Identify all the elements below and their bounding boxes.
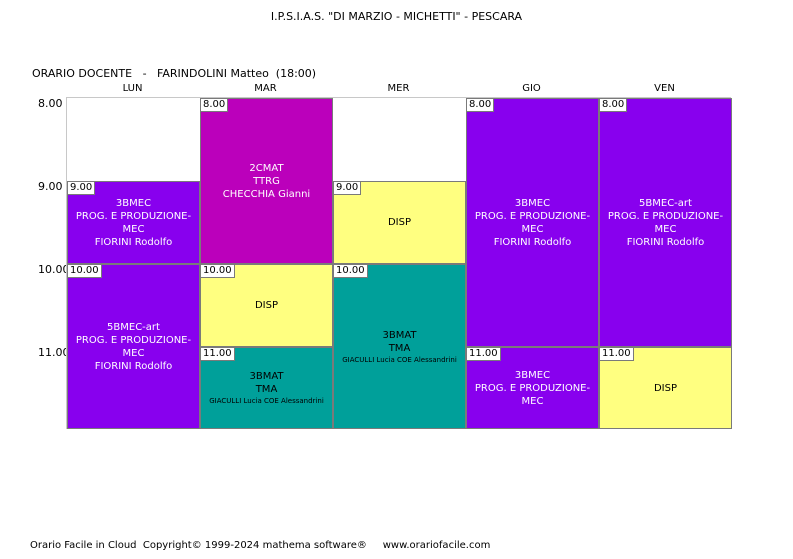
cell-start-time: 11.00 — [201, 348, 235, 361]
lesson-cell-mer-9: 9.00 DISP — [333, 181, 466, 264]
cell-teacher: GIACULLI Lucia COE Alessandrini — [342, 355, 457, 364]
cell-class: 3BMEC — [514, 369, 551, 381]
cell-class: 5BMEC-art — [639, 197, 692, 209]
time-label-9: 9.00 — [38, 180, 63, 193]
lesson-cell-gio-11: 11.00 3BMEC PROG. E PRODUZIONE-MEC — [466, 347, 599, 429]
cell-teacher: FIORINI Rodolfo — [94, 236, 173, 248]
cell-start-time: 11.00 — [467, 348, 501, 361]
cell-subject: PROG. E PRODUZIONE-MEC — [607, 210, 724, 235]
day-label-mar: MAR — [254, 83, 277, 94]
cell-start-time: 8.00 — [600, 99, 628, 112]
cell-teacher: FIORINI Rodolfo — [94, 360, 173, 372]
cell-subject: PROG. E PRODUZIONE-MEC — [474, 382, 591, 407]
cell-teacher: GIACULLI Lucia COE Alessandrini — [209, 397, 324, 405]
cell-class: 5BMEC-art — [107, 321, 160, 333]
cell-subject: TMA — [388, 342, 411, 354]
cell-teacher: FIORINI Rodolfo — [493, 236, 572, 248]
lesson-cell-mar-10: 10.00 DISP — [200, 264, 333, 347]
day-label-lun: LUN — [122, 83, 143, 94]
time-label-10: 10.00 — [38, 263, 70, 276]
cell-subject: TTRG — [253, 175, 280, 187]
cell-start-time: 8.00 — [467, 99, 495, 112]
cell-start-time: 10.00 — [68, 265, 102, 278]
cell-teacher: FIORINI Rodolfo — [626, 236, 705, 248]
teacher-line: ORARIO DOCENTE - FARINDOLINI Matteo (18:… — [32, 67, 317, 80]
day-label-mer: MER — [387, 83, 410, 94]
lesson-cell-ven-8: 8.00 5BMEC-art PROG. E PRODUZIONE-MEC FI… — [599, 98, 732, 347]
schedule-grid: 9.00 3BMEC PROG. E PRODUZIONE-MEC FIORIN… — [66, 97, 732, 429]
cell-subject: PROG. E PRODUZIONE-MEC — [474, 210, 591, 235]
footer-copyright: Orario Facile in Cloud Copyright© 1999-2… — [30, 540, 491, 551]
cell-class: DISP — [254, 300, 279, 311]
lesson-cell-mar-11: 11.00 3BMAT TMA GIACULLI Lucia COE Aless… — [200, 347, 333, 429]
cell-class: 3BMAT — [382, 329, 417, 341]
time-label-8: 8.00 — [38, 97, 63, 110]
cell-class: DISP — [653, 382, 678, 394]
cell-subject: TMA — [255, 384, 278, 395]
time-label-11: 11.00 — [38, 346, 70, 359]
cell-class: 3BMEC — [514, 197, 551, 209]
cell-start-time: 10.00 — [201, 265, 235, 278]
cell-subject: PROG. E PRODUZIONE-MEC — [75, 334, 192, 359]
lesson-cell-lun-9: 9.00 3BMEC PROG. E PRODUZIONE-MEC FIORIN… — [67, 181, 200, 264]
day-label-gio: GIO — [522, 83, 541, 94]
cell-class: 3BMEC — [115, 197, 152, 209]
cell-class: 2CMAT — [249, 162, 284, 174]
lesson-cell-ven-11: 11.00 DISP — [599, 347, 732, 429]
cell-start-time: 11.00 — [600, 348, 634, 361]
cell-start-time: 9.00 — [334, 182, 362, 195]
lesson-cell-lun-10: 10.00 5BMEC-art PROG. E PRODUZIONE-MEC F… — [67, 264, 200, 429]
lesson-cell-gio-8: 8.00 3BMEC PROG. E PRODUZIONE-MEC FIORIN… — [466, 98, 599, 347]
lesson-cell-mer-10: 10.00 3BMAT TMA GIACULLI Lucia COE Aless… — [333, 264, 466, 429]
cell-class: DISP — [387, 217, 412, 228]
cell-start-time: 10.00 — [334, 265, 368, 278]
cell-subject: PROG. E PRODUZIONE-MEC — [75, 210, 192, 235]
day-label-ven: VEN — [654, 83, 675, 94]
cell-start-time: 8.00 — [201, 99, 229, 112]
cell-teacher: CHECCHIA Gianni — [222, 188, 311, 200]
school-title: I.P.S.I.A.S. "DI MARZIO - MICHETTI" - PE… — [270, 10, 523, 23]
cell-start-time: 9.00 — [68, 182, 96, 195]
cell-class: 3BMAT — [249, 371, 284, 382]
lesson-cell-mar-8: 8.00 2CMAT TTRG CHECCHIA Gianni — [200, 98, 333, 264]
